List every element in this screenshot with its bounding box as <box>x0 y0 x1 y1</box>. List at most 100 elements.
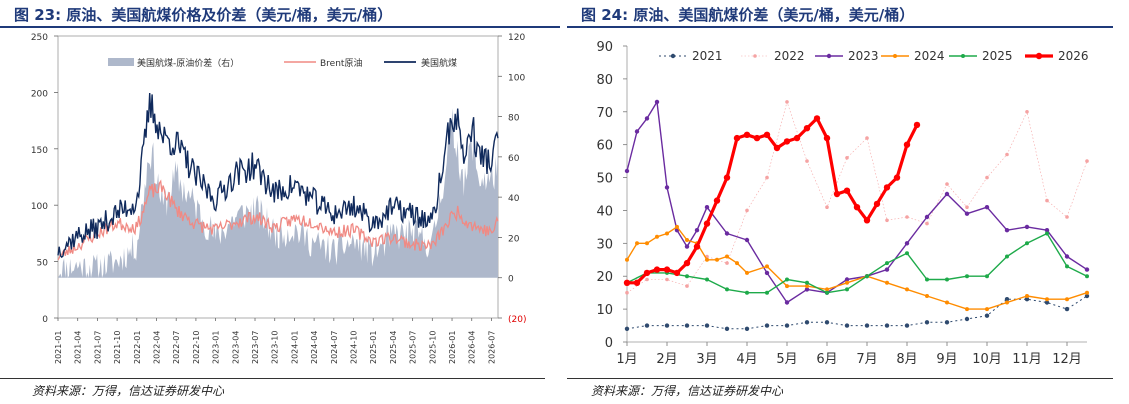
series-2022-point <box>1045 198 1049 203</box>
x-tick-label: 1月 <box>616 352 637 367</box>
y-right-tick-label: 100 <box>508 73 525 83</box>
series-2026-point <box>743 131 751 138</box>
series-2023-point <box>1004 228 1010 233</box>
series-2022-point <box>905 215 909 219</box>
chart-legend: 美国航煤-原油价差（右） Brent原油 美国航煤 <box>108 57 457 69</box>
legend-label-2021: 2021 <box>692 49 723 63</box>
series-2023-point <box>694 228 700 233</box>
series-2024-line <box>626 226 1088 310</box>
y-right-tick-label: 0 <box>508 275 514 285</box>
series-2025-point <box>1065 264 1069 269</box>
series-2024-point <box>905 287 909 292</box>
y-tick-label: 0 <box>605 336 613 351</box>
series-2023-point <box>1024 224 1030 230</box>
series-2022-point <box>1025 110 1029 114</box>
series-2023-point <box>644 116 650 121</box>
series-2021-point <box>744 326 750 331</box>
series-2025-point <box>945 277 949 282</box>
y-left-tick-label: 150 <box>31 146 48 156</box>
series-2025-point <box>905 251 909 256</box>
y-tick-label: 60 <box>596 139 613 154</box>
series-2024-point <box>965 307 969 312</box>
series-2023-point <box>634 129 640 134</box>
series-2022-point <box>625 290 629 295</box>
series-2024-point <box>1085 290 1089 295</box>
series-2021-point <box>1044 300 1050 305</box>
series-2021-point <box>984 313 990 318</box>
y-left-tick-label: 200 <box>31 89 48 99</box>
series-2024-point <box>705 257 709 262</box>
series-2021-point <box>864 323 870 328</box>
series-2024-point <box>715 257 719 262</box>
series-2022-point <box>805 159 809 163</box>
figure-23-source: 资料来源：万得，信达证券研发中心 <box>32 384 225 398</box>
series-2025-point <box>885 261 889 266</box>
series-2023-point <box>844 277 850 282</box>
series-2024-point <box>665 231 669 236</box>
series-2026-point <box>863 217 871 224</box>
series-2025-point <box>745 290 749 295</box>
series-2023-point <box>984 205 990 210</box>
legend-marker-2026 <box>1035 52 1043 60</box>
y-left-tick-label: 50 <box>37 259 49 269</box>
series-2025-point <box>965 274 969 279</box>
series-2026-point <box>753 134 761 142</box>
series-2024-point <box>1025 294 1029 298</box>
series-2026-point <box>813 115 821 122</box>
figure-24-source-rule <box>567 378 1113 379</box>
series-2021-point <box>804 320 810 325</box>
x-tick-label: 2022-07 <box>172 331 181 364</box>
series-2021-point <box>884 323 890 328</box>
y-tick-label: 70 <box>596 106 613 121</box>
series-2021-point <box>904 323 910 328</box>
series-2025-point <box>1085 274 1089 279</box>
series-2021-point <box>924 320 930 325</box>
series-2026-point <box>773 144 781 152</box>
series-2025-point <box>705 277 709 282</box>
x-tick-label: 2023-01 <box>212 331 221 364</box>
series-2021-point <box>1064 306 1070 312</box>
x-tick-label: 2025-10 <box>428 331 437 364</box>
x-tick-label: 2025-01 <box>369 331 378 364</box>
x-tick-label: 2024-04 <box>310 331 319 364</box>
x-tick-label: 8月 <box>896 352 917 367</box>
y-tick-label: 80 <box>596 73 613 88</box>
series-2021-point <box>844 323 850 328</box>
series-spread-area <box>58 108 498 278</box>
y-right-tick-label: 60 <box>508 154 520 164</box>
series-2026-point <box>883 184 891 191</box>
y-right-tick-label: (20) <box>508 315 526 325</box>
series-2022-point <box>885 218 889 223</box>
legend-label-2022: 2022 <box>774 49 805 63</box>
x-tick-label: 2021-07 <box>93 331 102 364</box>
x-tick-label: 2025-04 <box>389 331 398 364</box>
series-2025-point <box>765 290 769 295</box>
series-2025-point <box>985 274 989 279</box>
series-2024-point <box>655 234 659 239</box>
x-tick-label: 5月 <box>776 352 797 367</box>
x-tick-label: 2026-07 <box>487 331 496 364</box>
series-2024-point <box>1045 297 1049 302</box>
figure-23-chart: 0 50 100 150 200 250 (20) 0 20 40 60 80 100 120 2021-0… <box>31 33 527 364</box>
figure-23-title-rule <box>0 26 560 28</box>
y-left-tick-label: 100 <box>31 202 48 212</box>
figure-24-chart: 0 10 20 30 40 50 60 70 80 90 1月 2月 3月 4月 5月 6月 7月 8月 9月 10月… <box>596 40 1090 367</box>
series-2022-point <box>645 277 649 282</box>
series-2021-line <box>626 295 1088 330</box>
series-2022-point <box>665 277 669 282</box>
series-2022-point <box>785 100 789 104</box>
legend-label-brent: Brent原油 <box>320 57 362 69</box>
x-tick-label: 2026-01 <box>448 331 457 364</box>
x-tick-label: 4月 <box>736 352 757 367</box>
series-2021-point <box>684 323 690 328</box>
series-2025-point <box>865 274 869 279</box>
series-2021-point <box>704 323 710 328</box>
x-tick-label: 10月 <box>972 352 1002 367</box>
x-tick-label: 2022-10 <box>192 331 201 364</box>
x-tick-label: 6月 <box>816 352 837 367</box>
x-tick-label: 7月 <box>856 352 877 367</box>
series-2024-point <box>785 284 789 289</box>
series-2023-point <box>904 241 910 246</box>
series-2023-point <box>704 205 710 210</box>
y-tick-label: 40 <box>596 204 613 219</box>
